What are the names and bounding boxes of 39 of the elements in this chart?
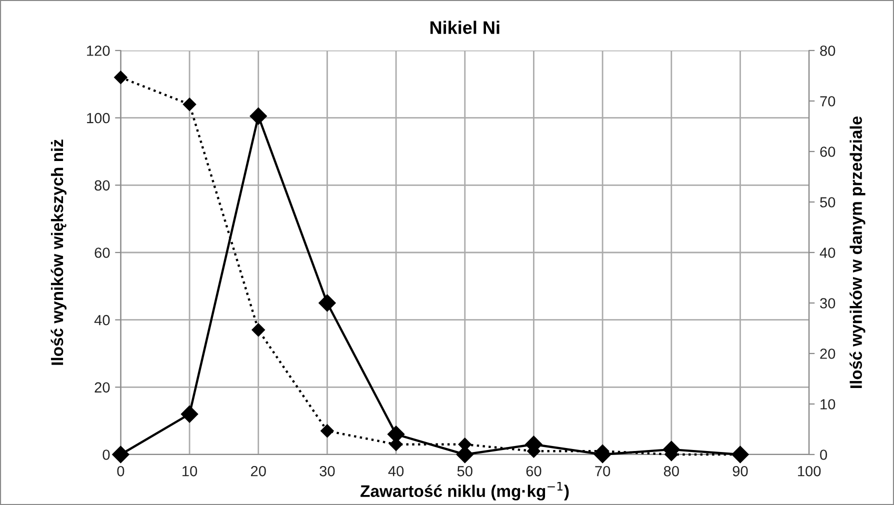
chart-title: Nikiel Ni [430, 20, 500, 34]
point [112, 446, 130, 464]
point [182, 98, 196, 111]
x-axis-title: Zawartość niklu (mg·kg$^{−1}$) [360, 482, 569, 500]
y-tick-label: 40 [94, 314, 110, 326]
y2-tick-label: 10 [820, 399, 836, 410]
point [252, 323, 265, 337]
x-tick-label: 100 [798, 466, 821, 476]
x-tick-label: 20 [250, 466, 266, 476]
y2-tick-label: 40 [820, 248, 836, 258]
x-tick-label: 50 [457, 466, 472, 476]
x-tick-label: 90 [732, 466, 748, 476]
y2-tick-label: 70 [820, 96, 836, 106]
y2-tick-label: 20 [820, 348, 836, 359]
y2-tick-label: 80 [820, 46, 836, 56]
point [320, 424, 334, 438]
y2-tick-label: 30 [820, 298, 836, 308]
point [114, 70, 128, 84]
y-tick-label: 60 [94, 248, 110, 258]
y-tick-label: 80 [94, 180, 110, 191]
y2-tick-label: 60 [820, 146, 836, 157]
point [180, 406, 198, 423]
x-tick-label: 0 [117, 466, 124, 476]
y2-tick-label: 50 [820, 197, 836, 208]
x-tick-label: 80 [664, 466, 679, 476]
y-tick-label: 20 [94, 382, 110, 393]
y2-tick-label: 0 [820, 450, 828, 460]
y-tick-label: 0 [102, 450, 110, 460]
x-tick-label: 60 [526, 466, 542, 476]
x-tick-label: 70 [595, 466, 610, 476]
y-tick-label: 120 [87, 46, 110, 56]
x-tick-label: 40 [388, 466, 404, 476]
y-tick-label: 100 [87, 112, 110, 124]
y-axis-title: Ilość wyników większych niż [50, 140, 66, 365]
x-tick-label: 30 [320, 466, 335, 476]
x-tick-label: 10 [182, 466, 198, 476]
point [250, 108, 267, 125]
point [318, 294, 336, 312]
y2-axis-title: Ilość wyników w danym przedziale [850, 116, 866, 388]
